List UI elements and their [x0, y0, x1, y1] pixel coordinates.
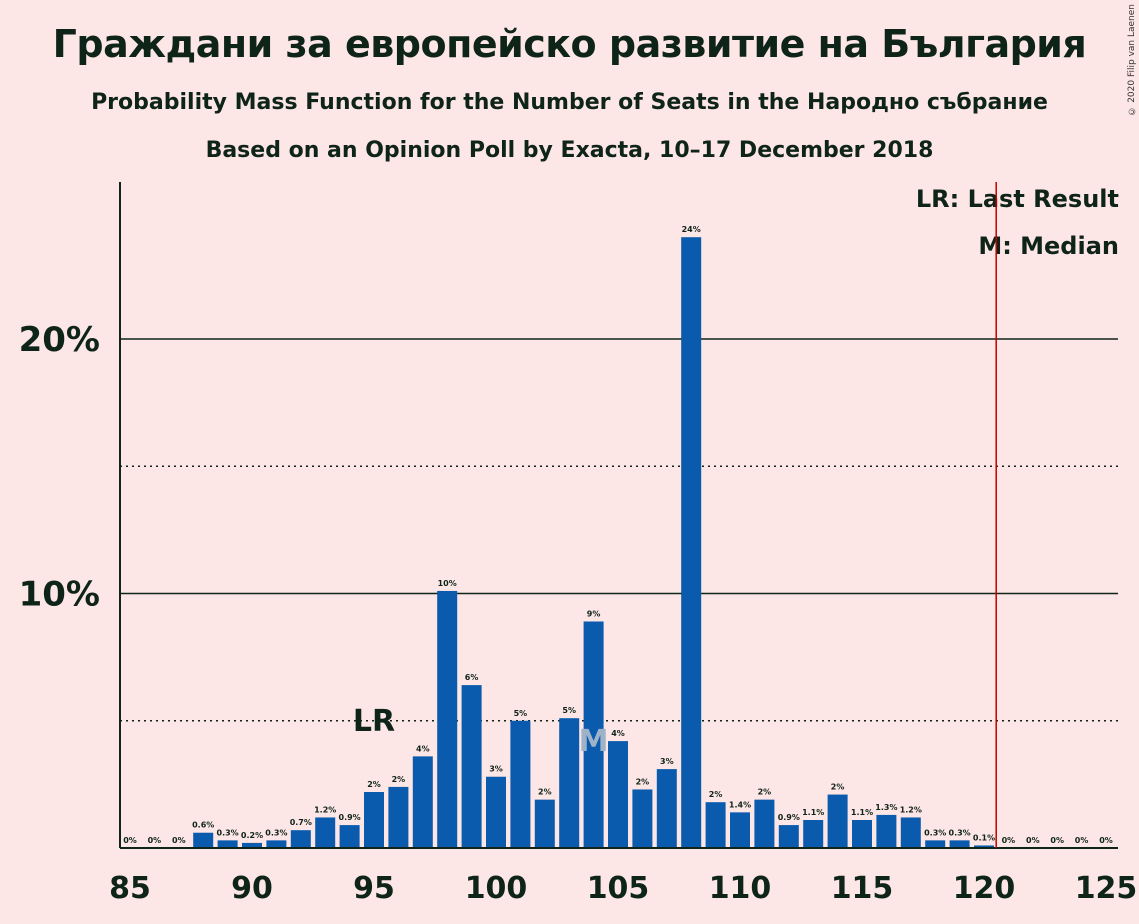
bar-100 [486, 776, 506, 848]
bar-113 [803, 820, 824, 848]
bar-117 [900, 817, 921, 848]
bar-105 [608, 741, 628, 848]
bar-label-118: 0.3% [924, 828, 946, 837]
bar-label-108: 24% [682, 225, 701, 234]
x-tick-label: 100 [465, 871, 528, 906]
bar-114 [827, 794, 848, 848]
bar-label-107: 3% [660, 757, 674, 766]
bar-label-91: 0.3% [265, 828, 287, 837]
bar-label-113: 1.1% [802, 808, 824, 817]
bar-97 [412, 756, 433, 848]
chart-subtitle-source: Based on an Opinion Poll by Exacta, 10–1… [205, 138, 934, 163]
bar-label-105: 4% [611, 729, 625, 738]
bar-98 [437, 590, 458, 848]
bar-103 [559, 718, 580, 848]
bar-90 [242, 842, 262, 848]
x-tick-label: 105 [587, 871, 650, 906]
bar-112 [778, 825, 799, 848]
chart-subtitle: Probability Mass Function for the Number… [91, 90, 1048, 115]
bar-label-94: 0.9% [339, 813, 361, 822]
bar-label-111: 2% [758, 788, 772, 797]
x-tick-label: 120 [953, 871, 1016, 906]
bar-94 [339, 825, 360, 848]
bar-101 [510, 720, 531, 848]
legend-median: M: Median [978, 232, 1119, 260]
bar-label-87: 0% [172, 836, 186, 845]
bar-96 [388, 786, 409, 848]
bar-label-92: 0.7% [290, 818, 312, 827]
bar-label-90: 0.2% [241, 831, 263, 840]
bar-111 [754, 799, 775, 848]
bar-label-125: 0% [1099, 836, 1113, 845]
bar-label-100: 3% [489, 765, 503, 774]
y-tick-label: 10% [19, 575, 100, 615]
bar-label-97: 4% [416, 744, 430, 753]
bar-label-112: 0.9% [778, 813, 800, 822]
bar-label-104: 9% [587, 609, 601, 618]
bar-label-99: 6% [465, 673, 479, 682]
bar-119 [949, 840, 970, 848]
median-marker: M [579, 724, 609, 759]
bar-label-106: 2% [636, 777, 650, 786]
bar-120 [974, 845, 994, 848]
bar-label-88: 0.6% [192, 821, 214, 830]
x-tick-label: 125 [1075, 871, 1138, 906]
bar-label-110: 1.4% [729, 800, 751, 809]
x-tick-label: 90 [231, 871, 273, 906]
bar-label-101: 5% [514, 709, 528, 718]
legend-last-result: LR: Last Result [915, 185, 1119, 213]
bar-label-115: 1.1% [851, 808, 873, 817]
bar-106 [632, 789, 653, 848]
bar-102 [534, 799, 555, 848]
bar-label-96: 2% [392, 775, 406, 784]
bar-107 [656, 769, 677, 848]
bar-108 [681, 237, 702, 848]
bar-88 [193, 832, 214, 848]
bar-label-117: 1.2% [900, 805, 922, 814]
bar-label-93: 1.2% [314, 805, 336, 814]
bar-118 [925, 840, 946, 848]
bar-110 [730, 812, 750, 848]
bar-95 [364, 792, 384, 848]
bar-91 [266, 840, 287, 848]
bar-label-122: 0% [1026, 836, 1040, 845]
bar-115 [852, 820, 872, 848]
bar-label-114: 2% [831, 783, 845, 792]
bar-label-109: 2% [709, 790, 723, 799]
bar-label-98: 10% [438, 579, 457, 588]
bar-89 [217, 840, 238, 848]
bar-label-89: 0.3% [217, 828, 239, 837]
bar-label-119: 0.3% [949, 828, 971, 837]
bar-label-116: 1.3% [875, 803, 897, 812]
x-tick-label: 110 [709, 871, 772, 906]
x-tick-label: 115 [831, 871, 894, 906]
y-tick-label: 20% [19, 320, 100, 360]
bar-label-120: 0.1% [973, 833, 995, 842]
bar-label-124: 0% [1075, 836, 1089, 845]
bar-104 [583, 621, 604, 848]
x-tick-label: 85 [109, 871, 151, 906]
bar-label-86: 0% [148, 836, 162, 845]
bar-116 [876, 814, 897, 848]
bar-label-95: 2% [367, 780, 381, 789]
last-result-marker: LR [353, 704, 395, 739]
bar-93 [315, 817, 336, 848]
bar-109 [705, 802, 726, 848]
bar-label-102: 2% [538, 788, 552, 797]
bar-label-85: 0% [123, 836, 137, 845]
bar-label-121: 0% [1002, 836, 1016, 845]
chart-title: Граждани за европейско развитие на Бълга… [52, 22, 1087, 66]
bar-99 [461, 685, 482, 848]
bar-92 [290, 830, 311, 848]
bar-label-103: 5% [562, 706, 576, 715]
bar-label-123: 0% [1050, 836, 1064, 845]
x-tick-label: 95 [353, 871, 395, 906]
